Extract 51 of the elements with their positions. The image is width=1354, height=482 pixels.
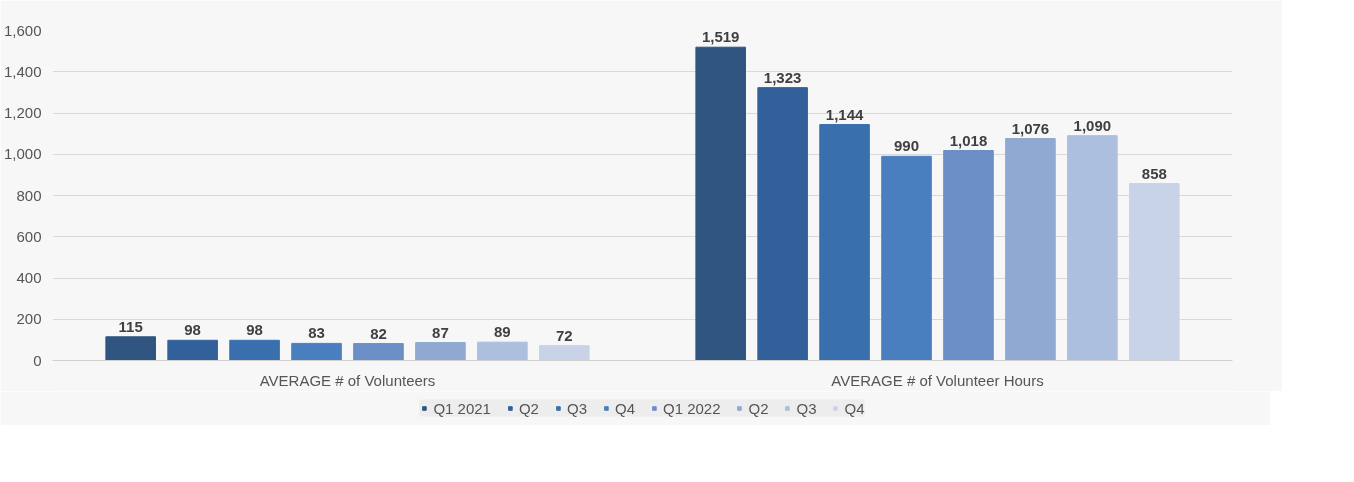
data-label: 87 <box>432 323 449 341</box>
legend-label: Q3 <box>796 399 817 417</box>
data-label: 1,519 <box>701 28 740 46</box>
y-tick-label: 1,000 <box>3 145 42 163</box>
data-label: 1,090 <box>1073 116 1112 134</box>
y-tick-label: 1,600 <box>3 21 42 39</box>
data-label: 98 <box>246 321 263 339</box>
data-label: 1,323 <box>763 68 802 86</box>
bar <box>415 342 466 361</box>
data-label: 83 <box>308 324 325 342</box>
bar <box>695 46 746 361</box>
bar <box>1067 135 1118 361</box>
bar <box>291 342 342 361</box>
bar <box>819 124 870 361</box>
data-label: 990 <box>894 137 920 155</box>
data-label: 89 <box>494 323 511 341</box>
bar <box>1005 138 1056 361</box>
y-tick-label: 1,200 <box>3 104 42 121</box>
bar <box>229 339 280 361</box>
legend-label: Q4 <box>844 399 865 417</box>
data-label: 1,144 <box>825 105 864 123</box>
legend-label: Q2 <box>748 399 769 417</box>
data-label: 72 <box>555 326 573 344</box>
legend-label: Q2 <box>518 399 539 417</box>
y-tick-label: 600 <box>16 227 42 245</box>
bar <box>105 336 156 361</box>
bar <box>167 339 218 361</box>
y-tick-label: 800 <box>16 186 42 204</box>
legend-label: Q4 <box>614 399 635 417</box>
data-label: 82 <box>370 324 387 342</box>
bar <box>881 155 932 361</box>
data-label: 1,076 <box>1011 119 1050 137</box>
data-label: 115 <box>118 317 143 335</box>
bar <box>1129 183 1180 361</box>
bar <box>757 87 808 361</box>
data-label: 858 <box>1141 164 1167 182</box>
y-tick-label: 200 <box>16 310 42 328</box>
bar <box>943 150 994 361</box>
y-tick-label: 0 <box>33 351 42 369</box>
x-tick-label: AVERAGE # of Volunteers <box>259 371 436 389</box>
legend-label: Q1 2021 <box>433 399 491 417</box>
bar <box>353 343 404 361</box>
legend-label: Q1 2022 <box>663 399 721 417</box>
bar <box>477 341 528 361</box>
legend-label: Q3 <box>566 399 587 417</box>
data-label: 1,018 <box>949 131 988 149</box>
y-tick-label: 400 <box>16 269 42 286</box>
x-tick-label: AVERAGE # of Volunteer Hours <box>831 371 1044 389</box>
data-label: 98 <box>184 321 201 339</box>
y-tick-label: 1,400 <box>3 62 42 80</box>
bar <box>539 345 590 361</box>
